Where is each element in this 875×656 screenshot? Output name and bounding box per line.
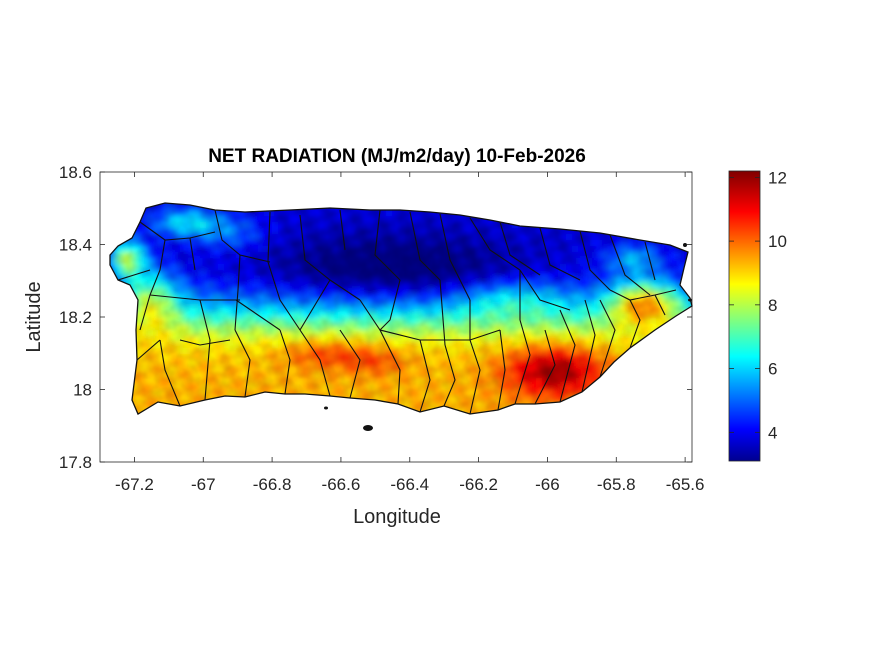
- colorbar: 4 6 8 10 12: [728, 168, 787, 462]
- municipal-boundary: [497, 329, 506, 411]
- municipal-boundary: [139, 221, 216, 241]
- municipal-boundary: [499, 221, 541, 276]
- colorbar-ticks: 4 6 8 10 12: [729, 168, 787, 442]
- municipal-boundaries: [117, 209, 677, 414]
- municipal-boundary: [654, 294, 666, 316]
- municipal-boundary: [419, 339, 431, 413]
- municipal-boundary: [609, 234, 651, 296]
- municipal-boundary: [136, 339, 161, 361]
- municipal-boundary: [579, 230, 611, 291]
- municipal-boundary: [139, 239, 166, 331]
- municipal-boundary: [279, 329, 291, 395]
- y-tick-label: 17.8: [59, 453, 92, 472]
- municipal-boundary: [234, 329, 251, 398]
- x-tick-label: -66.4: [390, 475, 429, 494]
- municipal-boundary: [599, 299, 616, 378]
- municipal-boundary: [199, 299, 211, 401]
- municipal-boundary: [609, 289, 677, 301]
- municipal-boundary: [117, 269, 151, 281]
- islets: [324, 243, 692, 431]
- municipal-boundary: [469, 217, 521, 271]
- municipal-boundary: [581, 299, 596, 393]
- municipal-boundary: [559, 309, 576, 403]
- municipal-boundary: [299, 214, 361, 301]
- y-axis-label: Latitude: [23, 281, 45, 352]
- municipal-boundary: [539, 227, 581, 281]
- colorbar-tick-label: 4: [768, 423, 777, 442]
- coastline: [109, 202, 693, 415]
- net-radiation-field: [110, 203, 692, 414]
- colorbar-tick-label: 10: [768, 232, 787, 251]
- municipal-boundary: [235, 299, 281, 331]
- x-tick-label: -67.2: [115, 475, 154, 494]
- municipal-boundary: [267, 211, 301, 331]
- municipal-boundary: [514, 319, 531, 405]
- islet: [324, 406, 328, 410]
- municipal-boundary: [644, 241, 656, 281]
- colorbar-tick-label: 6: [768, 360, 777, 379]
- municipal-boundary: [189, 237, 196, 271]
- municipal-boundary: [299, 329, 331, 397]
- municipal-boundary: [339, 329, 361, 399]
- x-axis-ticks: -67.2 -67 -66.8 -66.6 -66.4 -66.2 -66 -65.8 -65.…: [115, 172, 704, 494]
- municipal-boundary: [374, 209, 401, 281]
- municipal-boundary: [439, 279, 446, 346]
- y-tick-label: 18.2: [59, 308, 92, 327]
- x-tick-label: -67: [191, 475, 216, 494]
- municipal-boundary: [379, 279, 401, 331]
- municipal-boundary: [629, 299, 641, 349]
- municipal-boundary: [234, 254, 241, 331]
- municipal-boundary: [339, 209, 346, 251]
- x-tick-label: -66.6: [322, 475, 361, 494]
- colorbar-gradient: [728, 170, 761, 462]
- x-tick-label: -66.2: [459, 475, 498, 494]
- municipal-boundary: [439, 213, 471, 301]
- municipal-boundary: [469, 339, 481, 414]
- chart-title: NET RADIATION (MJ/m2/day) 10-Feb-2026: [208, 146, 586, 167]
- municipal-boundary: [359, 299, 501, 341]
- colorbar-tick-label: 8: [768, 296, 777, 315]
- islet: [363, 425, 373, 431]
- colorbar-tick-label: 12: [768, 168, 787, 187]
- x-tick-label: -66.8: [253, 475, 292, 494]
- x-axis-label: Longitude: [353, 506, 441, 528]
- municipal-boundary: [443, 344, 456, 407]
- municipal-boundary: [534, 329, 556, 405]
- municipal-boundary: [299, 279, 331, 331]
- x-tick-label: -65.6: [666, 475, 705, 494]
- islet: [683, 243, 687, 247]
- y-tick-label: 18.6: [59, 163, 92, 182]
- islet: [688, 298, 692, 302]
- municipal-boundary: [159, 339, 181, 407]
- y-axis-ticks: 17.8 18 18.2 18.4 18.6: [59, 163, 692, 472]
- municipal-boundary: [409, 211, 441, 281]
- municipal-boundary: [519, 269, 571, 311]
- x-tick-label: -66: [535, 475, 560, 494]
- y-tick-label: 18: [73, 381, 92, 400]
- x-tick-label: -65.8: [597, 475, 636, 494]
- municipal-boundary: [379, 329, 401, 405]
- municipal-boundary: [179, 339, 231, 346]
- municipal-boundary: [214, 209, 271, 263]
- y-tick-label: 18.4: [59, 236, 92, 255]
